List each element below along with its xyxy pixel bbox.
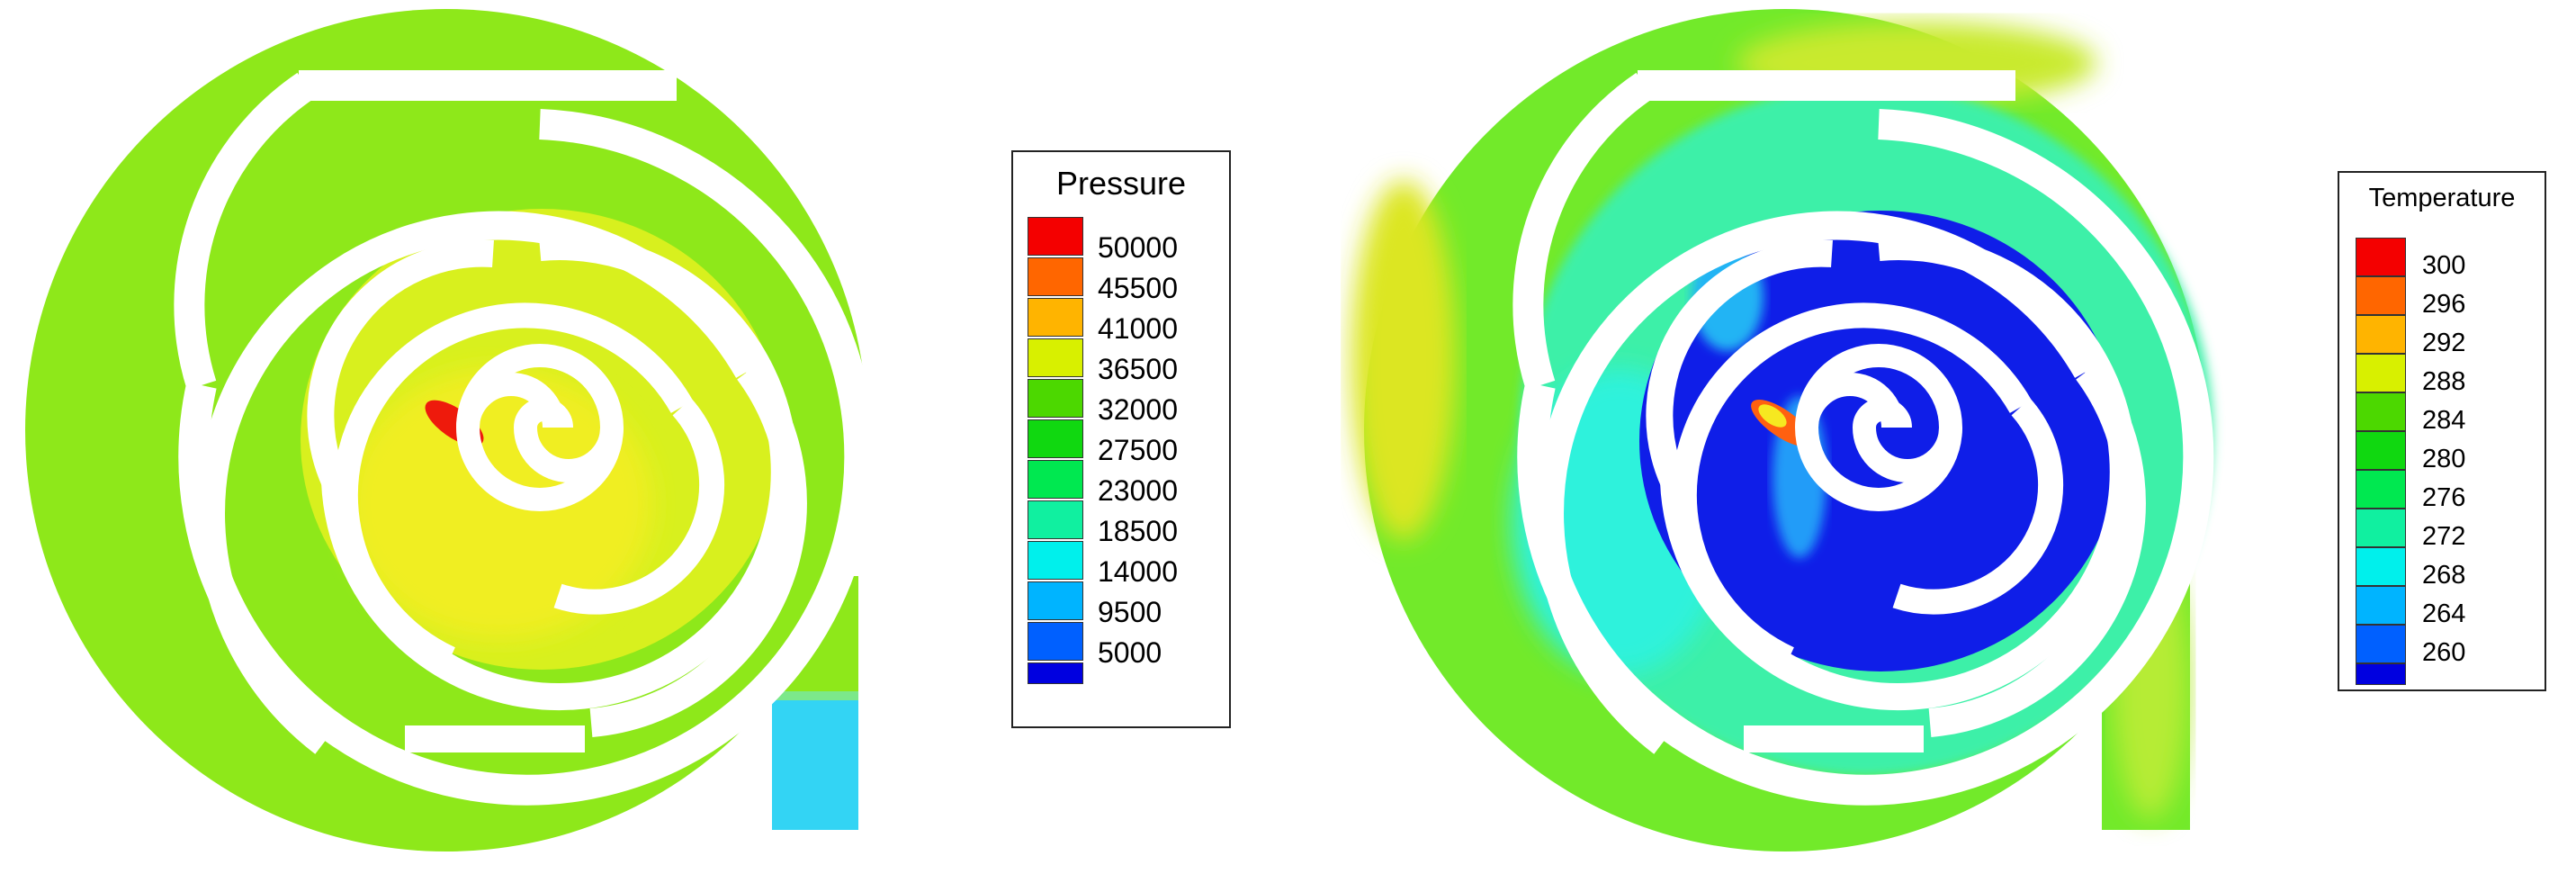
pressure-legend-title: Pressure [1055,165,1187,202]
pressure-legend-row: 32000 [1013,379,1229,426]
pressure-legend-label: 14000 [1098,555,1178,588]
pressure-legend-label: 23000 [1098,474,1178,507]
temperature-legend-row: 276 [2339,470,2545,512]
temperature-warm-zone-left [1351,180,1456,540]
pressure-legend-label: 27500 [1098,434,1178,466]
pressure-legend-row: 27500 [1013,419,1229,466]
temperature-legend-label: 260 [2422,638,2466,667]
temperature-legend-label: 276 [2422,483,2466,512]
pressure-legend-row: 41000 [1013,298,1229,345]
pressure-legend-swatch [1028,662,1083,684]
pressure-legend-row: 5000 [1013,622,1229,669]
pressure-legend-swatch [1028,217,1083,256]
temperature-legend-label: 284 [2422,406,2466,435]
pressure-legend-row: 18500 [1013,500,1229,547]
temperature-legend-swatch [2356,276,2406,315]
temperature-legend-swatch [2356,625,2406,663]
temperature-legend-label: 296 [2422,290,2466,319]
pressure-legend-swatch [1028,379,1083,418]
temperature-legend-row: 296 [2339,276,2545,319]
pressure-legend-swatch [1028,500,1083,539]
temperature-legend-label: 280 [2422,445,2466,473]
temperature-legend-label: 272 [2422,522,2466,551]
pressure-legend-label: 50000 [1098,231,1178,264]
temperature-legend-swatch [2356,315,2406,354]
temperature-legend-row: 260 [2339,625,2545,667]
pressure-legend-swatch [1028,257,1083,296]
temperature-legend-swatch [2356,663,2406,685]
pressure-core-warm-zone [346,369,652,639]
temperature-legend-swatch [2356,509,2406,547]
temperature-legend-label: 264 [2422,599,2466,628]
pressure-legend: Pressure 50000 45500 41000 36500 32000 27500 2… [1011,150,1231,728]
pressure-legend-swatch [1028,460,1083,499]
pressure-legend-label: 32000 [1098,393,1178,426]
pressure-legend-swatch [1028,622,1083,661]
temperature-legend-label: 288 [2422,367,2466,396]
temperature-legend-row: 272 [2339,509,2545,551]
pressure-legend-row: 50000 [1013,217,1229,264]
temperature-legend-row: 264 [2339,586,2545,628]
pressure-legend-row: 14000 [1013,541,1229,588]
temperature-legend-label: 268 [2422,561,2466,590]
temperature-legend-swatch [2356,354,2406,392]
temperature-legend-swatch [2356,431,2406,470]
pressure-outlet-cool-zone [772,693,858,830]
pressure-contour-plot [25,9,867,851]
temperature-legend-label: 300 [2422,251,2466,280]
temperature-legend-row: 292 [2339,315,2545,357]
temperature-legend-row: 268 [2339,547,2545,590]
temperature-legend-row: 288 [2339,354,2545,396]
pressure-legend-label: 5000 [1098,636,1162,669]
temperature-legend-title: Temperature [2368,184,2516,212]
pressure-legend-row-bottom [1013,662,1229,703]
pressure-legend-label: 45500 [1098,272,1178,304]
pressure-legend-swatch [1028,419,1083,458]
pressure-legend-label: 9500 [1098,596,1162,628]
temperature-legend-row: 280 [2339,431,2545,473]
temperature-legend-label: 292 [2422,329,2466,357]
pressure-legend-swatch [1028,581,1083,620]
temperature-legend-swatch [2356,586,2406,625]
pressure-legend-row: 45500 [1013,257,1229,304]
pressure-legend-row: 23000 [1013,460,1229,507]
temperature-legend-row: 284 [2339,392,2545,435]
temperature-legend-swatch [2356,238,2406,276]
temperature-legend-swatch [2356,470,2406,509]
temperature-legend-swatch [2356,392,2406,431]
pressure-legend-swatch [1028,541,1083,580]
temperature-legend-row: 300 [2339,238,2545,280]
temperature-legend-row-bottom [2339,663,2545,702]
temperature-legend-swatch [2356,547,2406,586]
pressure-legend-row: 36500 [1013,338,1229,385]
temperature-core-field [1639,211,2122,671]
pressure-legend-label: 36500 [1098,353,1178,385]
temperature-contour-plot [1351,9,2212,851]
pressure-legend-label: 41000 [1098,312,1178,345]
pressure-legend-label: 18500 [1098,515,1178,547]
pressure-legend-row: 9500 [1013,581,1229,628]
pressure-legend-swatch [1028,338,1083,377]
temperature-legend: Temperature 300 296 292 288 284 280 276 272 268 2… [2338,171,2546,691]
pressure-legend-swatch [1028,298,1083,337]
